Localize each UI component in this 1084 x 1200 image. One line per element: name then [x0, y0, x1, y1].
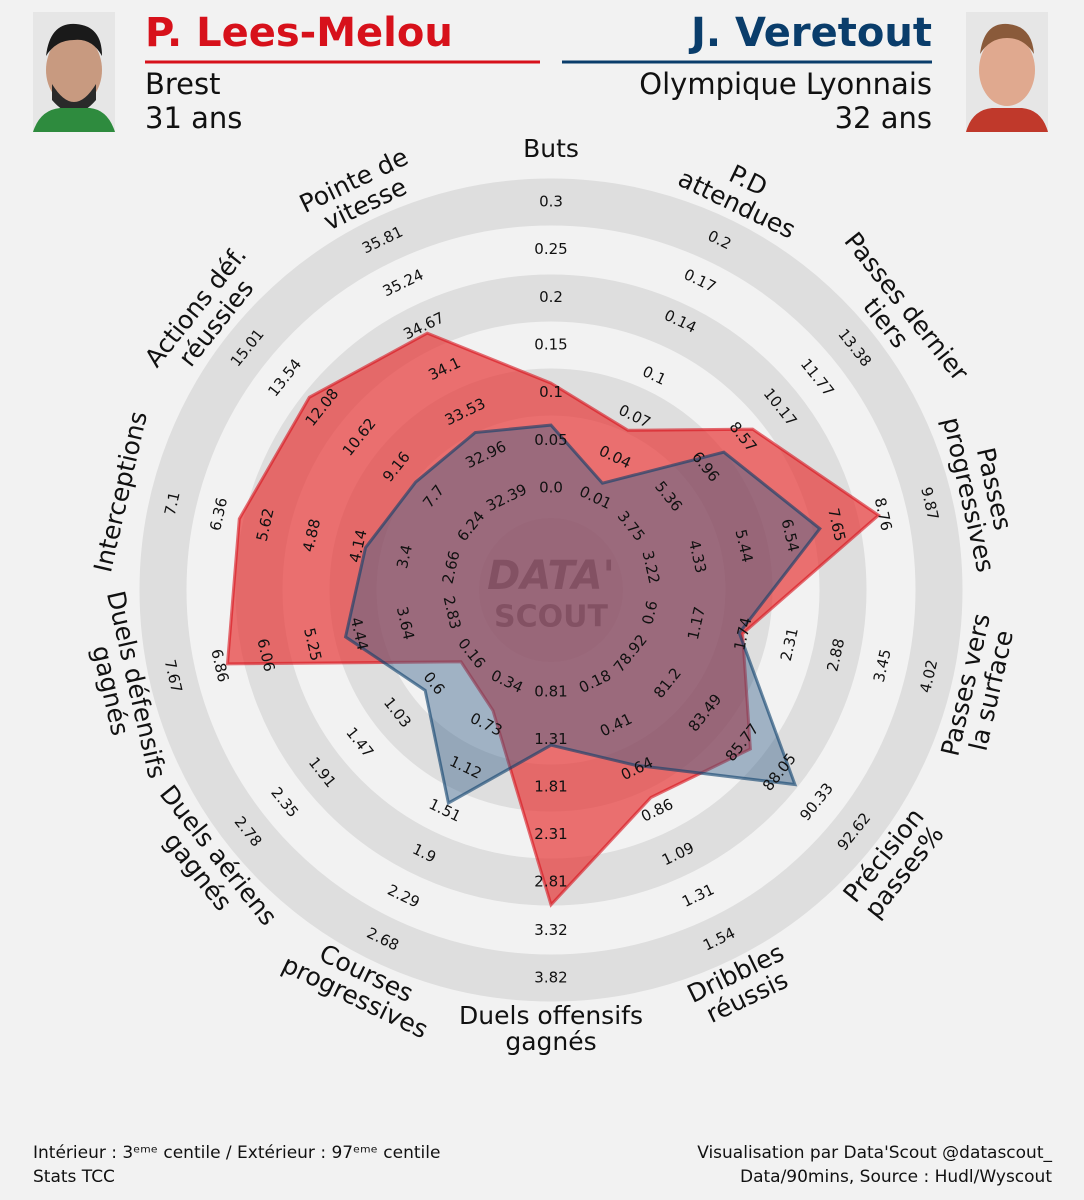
- tick-label: 0.15: [534, 336, 567, 354]
- tick-label: 3.32: [534, 921, 567, 939]
- age: 32 ans: [835, 101, 932, 135]
- player-name: P. Lees-Melou: [145, 10, 453, 56]
- tick-label: 0.6: [639, 599, 662, 626]
- tick-label: 0.05: [534, 431, 567, 449]
- footer: Intérieur : 3ᵉᵐᵉ centile / Extérieur : 9…: [33, 1143, 440, 1163]
- tick-label: 0.0: [539, 479, 563, 497]
- series-area: [343, 423, 822, 806]
- footer: Visualisation par Data'Scout @datascout_: [697, 1143, 1052, 1163]
- player-name: J. Veretout: [688, 10, 932, 56]
- series-area: [225, 331, 881, 908]
- club: Olympique Lyonnais: [639, 67, 932, 101]
- tick-label: 0.25: [534, 240, 567, 258]
- tick-label: 1.31: [534, 730, 567, 748]
- tick-label: 3.4: [393, 543, 416, 570]
- age: 31 ans: [145, 101, 242, 135]
- player-photo: [966, 12, 1048, 132]
- tick-label: 0.2: [539, 288, 563, 306]
- footer: Data/90mins, Source : Hudl/Wyscout: [740, 1167, 1052, 1187]
- tick-label: 0.3: [539, 193, 563, 211]
- axis-label: Buts: [523, 134, 579, 163]
- tick-label: 0.1: [539, 383, 563, 401]
- tick-label: 1.81: [534, 778, 567, 796]
- axis-label: Duels offensifs gagnés: [459, 1001, 643, 1056]
- footer: Stats TCC: [33, 1167, 115, 1187]
- tick-label: 2.81: [534, 873, 567, 891]
- tick-label: 3.82: [534, 969, 567, 987]
- club: Brest: [145, 67, 221, 101]
- tick-label: 2.31: [534, 825, 567, 843]
- player-photo: [33, 12, 115, 132]
- tick-label: 0.81: [534, 683, 567, 701]
- tick-label: 7.1: [161, 490, 184, 517]
